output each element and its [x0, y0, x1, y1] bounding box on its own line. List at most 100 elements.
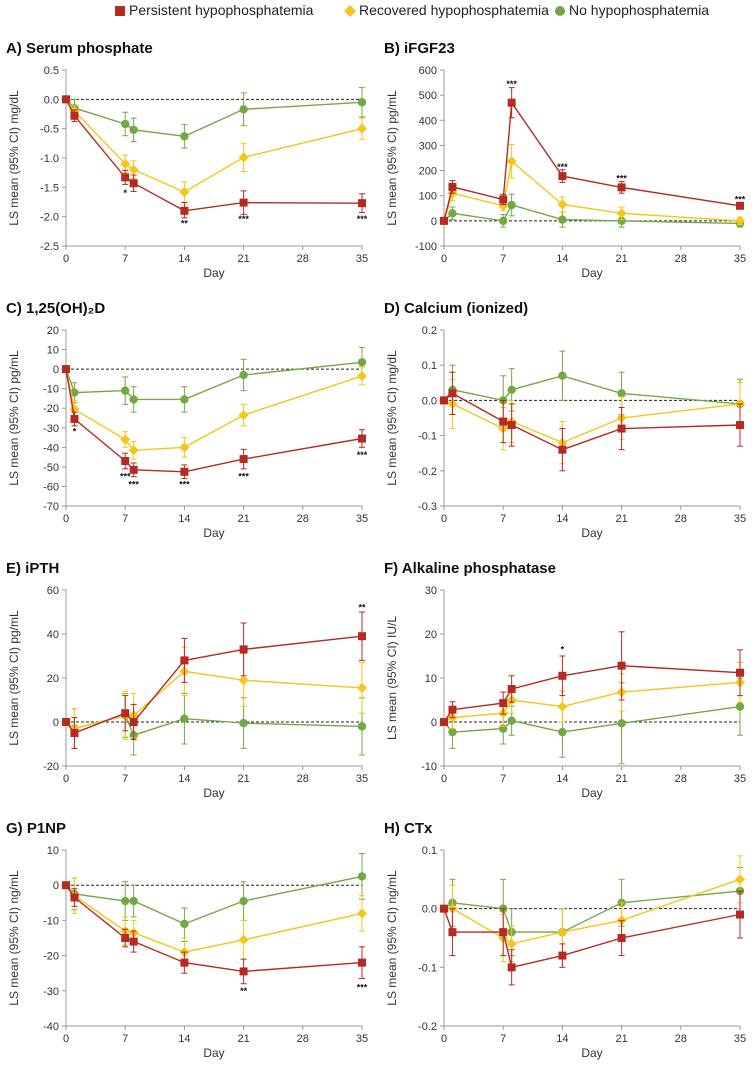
series-no-hypophosphatemia: [439, 867, 745, 957]
y-tick-label: 10: [47, 345, 59, 357]
x-axis-label: Day: [581, 526, 602, 540]
x-tick-label: 35: [356, 513, 368, 525]
panel-title: A) Serum phosphate: [6, 40, 153, 57]
data-point: [617, 389, 626, 398]
data-point: [448, 727, 457, 737]
series-line: [65, 98, 363, 193]
data-point: [499, 928, 508, 937]
y-tick-label: 200: [419, 166, 437, 178]
x-tick-label: 28: [297, 253, 309, 265]
x-axis-label: Day: [203, 1046, 224, 1060]
data-point: [507, 716, 516, 725]
data-point: [70, 388, 79, 397]
data-point: [238, 410, 249, 421]
data-point: [558, 951, 567, 960]
significance-label: **: [240, 986, 248, 996]
data-point: [357, 98, 367, 107]
data-point: [358, 199, 366, 208]
y-axis-label: LS mean (95% CI) pg/mL: [385, 90, 399, 226]
data-point: [617, 424, 626, 433]
x-tick-label: 28: [675, 773, 687, 785]
panel-title: D) Calcium (ionized): [384, 300, 528, 317]
y-tick-label: -2.5: [40, 241, 59, 253]
y-tick-label: 0.2: [422, 325, 437, 337]
data-point: [62, 718, 70, 726]
y-tick-label: -1.5: [40, 182, 59, 194]
chart-ipth: E) iPTH LS mean (95% CI) pg/mL 60 40 20 0 -20 0…: [6, 560, 368, 800]
y-tick-label: -10: [43, 384, 59, 396]
data-point: [239, 896, 248, 906]
series-persistent-hypophosphatemia: [62, 881, 366, 985]
y-tick-label: -100: [415, 241, 437, 253]
data-point: [62, 881, 70, 890]
y-tick-label: 10: [425, 673, 437, 685]
data-point: [558, 215, 567, 224]
y-tick-label: -20: [43, 951, 59, 963]
data-point: [357, 123, 367, 134]
y-tick-label: -70: [43, 501, 59, 513]
x-tick-label: 7: [122, 1033, 128, 1045]
panel-title: E) iPTH: [6, 560, 59, 577]
y-tick-label: -30: [43, 423, 59, 435]
data-point: [358, 632, 366, 641]
y-tick-label: -60: [43, 481, 59, 493]
data-point: [180, 395, 189, 404]
panel-title: B) iFGF23: [384, 40, 455, 57]
data-point: [507, 421, 516, 430]
data-point: [180, 206, 189, 215]
data-point: [239, 198, 248, 207]
y-tick-label: -40: [43, 1021, 59, 1033]
x-tick-label: 0: [441, 773, 447, 785]
data-point: [129, 937, 138, 946]
y-tick-label: 0: [431, 717, 437, 729]
series-recovered-hypophosphatemia: [61, 94, 367, 203]
data-point: [440, 216, 448, 225]
data-point: [617, 934, 626, 942]
x-tick-label: 21: [615, 1033, 627, 1045]
significance-label: ***: [179, 479, 190, 489]
data-point: [357, 370, 367, 381]
legend-circle-marker: [555, 6, 565, 16]
data-point: [180, 958, 189, 967]
series-line: [65, 98, 363, 212]
data-point: [499, 417, 508, 426]
data-point: [129, 179, 138, 188]
x-tick-label: 21: [237, 513, 249, 525]
data-point: [238, 152, 249, 163]
x-tick-label: 0: [63, 513, 69, 525]
x-tick-label: 35: [734, 1033, 746, 1045]
data-point: [120, 434, 131, 445]
x-axis-label: Day: [581, 786, 602, 800]
data-point: [617, 719, 626, 728]
legend-item-persistent: Persistent hypophosphatemia: [115, 2, 313, 18]
x-tick-label: 21: [237, 253, 249, 265]
x-tick-label: 21: [615, 513, 627, 525]
legend-square-marker: [115, 6, 125, 16]
y-tick-label: 10: [47, 845, 59, 857]
data-point: [499, 195, 508, 204]
data-point: [70, 414, 79, 423]
data-point: [617, 183, 626, 192]
chart-calcitriol: C) 1,25(OH)₂D LS mean (95% CI) pg/mL 20 10 0…: [6, 300, 368, 540]
legend-item-recovered: Recovered hypophosphatemia: [343, 2, 549, 18]
panel-alkaline-phosphatase: F) Alkaline phosphatase LS mean (95% CI) …: [378, 552, 755, 812]
data-point: [70, 729, 79, 737]
series-line: [65, 670, 363, 730]
series-persistent-hypophosphatemia: [440, 631, 744, 726]
x-tick-label: 35: [356, 773, 368, 785]
data-point: [179, 442, 190, 453]
data-point: [129, 718, 138, 726]
data-point: [357, 722, 367, 731]
panel-ctx: H) CTx LS mean (95% CI) ng/mL 0.1 0.0 -0.1 -0…: [378, 812, 755, 1072]
series-no-hypophosphatemia: [439, 677, 745, 765]
data-point: [121, 119, 130, 129]
series-persistent-hypophosphatemia: [440, 890, 744, 986]
y-tick-label: 30: [425, 585, 437, 597]
y-tick-label: -20: [43, 761, 59, 773]
data-point: [239, 645, 248, 654]
y-tick-label: 0.0: [44, 94, 59, 106]
series-persistent-hypophosphatemia: [62, 95, 366, 219]
series-persistent-hypophosphatemia: [62, 365, 366, 480]
y-tick-label: -0.2: [418, 1021, 437, 1033]
series-no-hypophosphatemia: [61, 853, 367, 943]
